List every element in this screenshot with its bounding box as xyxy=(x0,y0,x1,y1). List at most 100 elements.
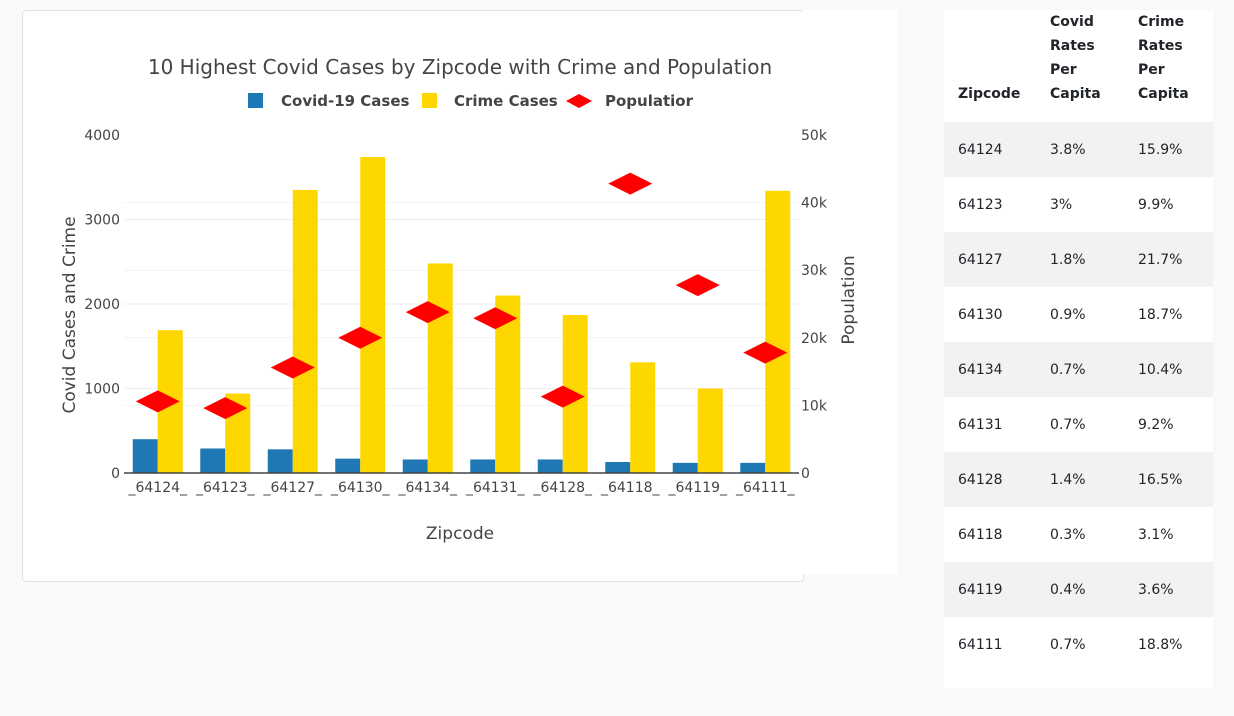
header-line: Per xyxy=(1138,62,1165,78)
crime-rate-cell: 9.2% xyxy=(1138,416,1174,433)
population-marker xyxy=(608,172,653,195)
covid-bar xyxy=(200,448,226,473)
population-marker xyxy=(743,341,788,364)
crime-rate-cell: 15.9% xyxy=(1124,122,1213,177)
population-marker xyxy=(405,301,450,324)
y-tick-label: 4000 xyxy=(84,128,120,144)
table-row: 64127 1.8% 21.7% xyxy=(944,232,1213,287)
header-line: Per xyxy=(1050,62,1077,78)
table-row: 64130 0.9% 18.7% xyxy=(944,287,1213,342)
x-axis-title: Zipcode xyxy=(426,524,494,544)
crime-rate-cell: 3.1% xyxy=(1138,526,1174,543)
covid-bar xyxy=(537,459,563,473)
covid-bar xyxy=(335,458,361,473)
y2-tick-labels: 0 10k 20k 30k 40k 50k xyxy=(801,128,828,482)
zipcode-cell: 64128 xyxy=(944,452,1036,507)
header-zipcode[interactable]: Zipcode xyxy=(958,86,1021,102)
y-tick-label: 1000 xyxy=(84,382,120,398)
y2-tick-label: 50k xyxy=(801,128,828,144)
y2-tick-label: 0 xyxy=(801,466,810,482)
covid-rate-cell: 1.8% xyxy=(1036,232,1124,287)
population-marker xyxy=(540,385,585,408)
header-line: Rates xyxy=(1050,38,1095,54)
y-tick-label: 3000 xyxy=(84,213,120,229)
x-tick-label: _64130_ xyxy=(330,480,391,496)
zipcode-cell: 64119 xyxy=(944,562,1036,617)
chart-title: 10 Highest Covid Cases by Zipcode with C… xyxy=(148,55,772,79)
covid-bar xyxy=(672,462,698,473)
y2-tick-label: 40k xyxy=(801,196,828,212)
covid-bar xyxy=(605,462,631,473)
bars xyxy=(132,156,791,474)
covid-bar xyxy=(470,459,496,473)
population-marker xyxy=(473,307,518,330)
rates-table-card: Zipcode Covid Rates Per Capita Crime Rat… xyxy=(944,10,1213,688)
x-tick-label: _64119_ xyxy=(667,480,728,496)
covid-rate-cell: 0.4% xyxy=(1036,562,1124,617)
covid-bar xyxy=(267,449,293,473)
covid-crime-chart[interactable]: 10 Highest Covid Cases by Zipcode with C… xyxy=(22,10,859,580)
crime-rate-cell: 18.7% xyxy=(1138,306,1183,323)
header-line: Capita xyxy=(1050,86,1101,102)
y2-tick-label: 30k xyxy=(801,263,828,279)
crime-bar xyxy=(292,189,318,474)
population-marker xyxy=(135,390,180,413)
covid-bar xyxy=(740,462,766,473)
x-tick-label: _64123_ xyxy=(195,480,256,496)
y2-tick-label: 10k xyxy=(801,398,828,414)
legend-population-marker xyxy=(566,94,592,108)
population-marker xyxy=(270,356,315,379)
table-row: 64119 0.4% 3.6% xyxy=(944,562,1213,617)
crime-bar xyxy=(630,362,656,473)
zipcode-cell: 64123 xyxy=(958,196,1003,213)
table-row: 64123 3% 9.9% xyxy=(944,177,1213,232)
covid-rate-cell: 1.4% xyxy=(1036,452,1124,507)
rates-table: Zipcode Covid Rates Per Capita Crime Rat… xyxy=(944,10,1213,672)
x-tick-labels: _64124_ _64123_ _64127_ _64130_ _64134_ _6413… xyxy=(127,480,795,496)
crime-bar xyxy=(765,190,791,473)
zipcode-cell: 64130 xyxy=(958,306,1003,323)
gridlines xyxy=(124,202,799,406)
y-tick-labels: 0 1000 2000 3000 4000 xyxy=(84,128,120,482)
legend[interactable]: Covid-19 Cases Crime Cases Populatior xyxy=(248,92,694,110)
y-tick-label: 2000 xyxy=(84,297,120,313)
crime-rate-cell: 3.6% xyxy=(1124,562,1213,617)
header-line: Crime xyxy=(1138,14,1185,30)
table-row: 64134 0.7% 10.4% xyxy=(944,342,1213,397)
legend-population-label[interactable]: Populatior xyxy=(605,92,694,110)
legend-covid-swatch xyxy=(248,93,263,108)
y-tick-label: 0 xyxy=(111,466,120,482)
population-markers xyxy=(135,172,788,420)
y2-tick-label: 20k xyxy=(801,331,828,347)
covid-bar xyxy=(402,459,428,473)
table-header-row: Zipcode Covid Rates Per Capita Crime Rat… xyxy=(944,10,1213,122)
zipcode-cell: 64124 xyxy=(944,122,1036,177)
header-crime-rates[interactable]: Crime Rates Per Capita xyxy=(1124,10,1213,122)
legend-covid-label[interactable]: Covid-19 Cases xyxy=(281,92,410,110)
x-tick-label: _64134_ xyxy=(397,480,458,496)
covid-rate-cell: 0.9% xyxy=(1050,306,1086,323)
crime-bar xyxy=(360,156,386,473)
zipcode-cell: 64131 xyxy=(958,416,1003,433)
covid-rate-cell: 0.7% xyxy=(1036,342,1124,397)
covid-rate-cell: 3% xyxy=(1050,196,1073,213)
chart-card-extension xyxy=(802,10,898,574)
covid-bar xyxy=(132,439,158,473)
chart-card xyxy=(22,10,804,582)
header-line: Covid xyxy=(1050,14,1094,30)
crime-rate-cell: 9.9% xyxy=(1138,196,1174,213)
covid-rate-cell: 0.7% xyxy=(1050,416,1086,433)
table-row: 64124 3.8% 15.9% xyxy=(944,122,1213,177)
covid-rate-cell: 3.8% xyxy=(1036,122,1124,177)
legend-crime-label[interactable]: Crime Cases xyxy=(454,92,558,110)
crime-rate-cell: 21.7% xyxy=(1124,232,1213,287)
table-row: 64128 1.4% 16.5% xyxy=(944,452,1213,507)
crime-rate-cell: 16.5% xyxy=(1124,452,1213,507)
crime-bar xyxy=(427,263,453,473)
covid-rate-cell: 0.7% xyxy=(1050,636,1086,653)
zipcode-cell: 64118 xyxy=(958,526,1003,543)
table-row: 64118 0.3% 3.1% xyxy=(944,507,1213,562)
crime-bar xyxy=(697,388,723,473)
legend-crime-swatch xyxy=(422,93,437,108)
header-covid-rates[interactable]: Covid Rates Per Capita xyxy=(1036,10,1124,122)
